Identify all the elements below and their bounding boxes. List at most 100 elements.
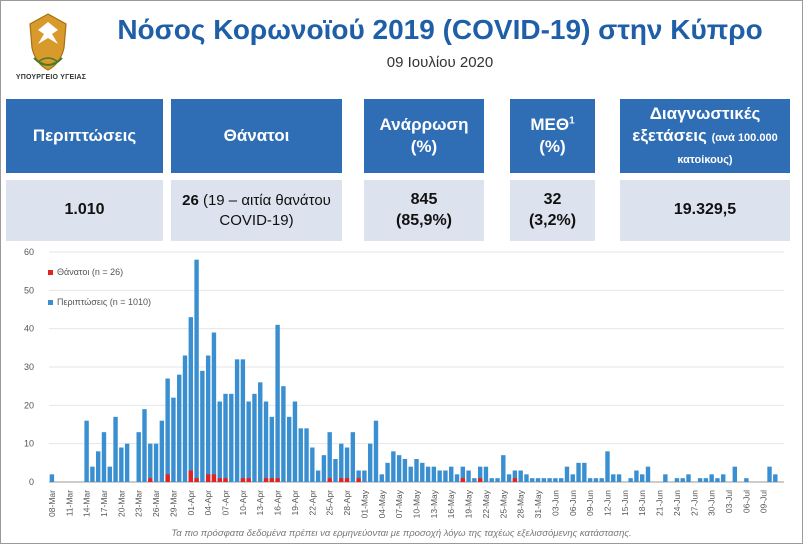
tests-value: 19.329,5 — [673, 201, 737, 219]
x-tick-label: 06-Jun — [568, 490, 578, 516]
case-bar — [674, 478, 680, 482]
case-bar — [466, 470, 471, 482]
case-bar — [95, 451, 101, 482]
case-bar — [420, 462, 425, 482]
x-tick-label: 16-Apr — [273, 490, 283, 516]
x-tick-label: 22-Apr — [307, 490, 317, 516]
legend-cases-swatch — [48, 300, 53, 305]
case-bar — [84, 420, 89, 482]
recovery-value-box: 845 (85,9%) — [364, 180, 484, 241]
x-tick-label: 03-Jun — [550, 490, 560, 516]
x-tick-label: 26-Mar — [151, 490, 161, 517]
death-bar — [205, 474, 211, 482]
chart-bars — [49, 259, 778, 482]
footnote: Τα πιο πρόσφατα δεδομένα πρέπει να ερμην… — [171, 528, 632, 539]
case-bar — [414, 459, 419, 482]
case-bar — [148, 443, 153, 482]
case-bar — [304, 428, 309, 482]
case-bar — [634, 470, 639, 482]
x-tick-label: 18-Jun — [637, 490, 647, 516]
case-bar — [697, 478, 703, 482]
death-bar — [246, 478, 251, 482]
chart-legend: Θάνατοι (n = 26) Περιπτώσεις (n = 1010) — [48, 267, 151, 307]
case-bar — [356, 470, 361, 482]
tests-label-small: (ανά 100.000 κατοίκους) — [677, 131, 778, 167]
case-bar — [344, 447, 350, 482]
case-bar — [49, 474, 55, 482]
x-tick-label: 11-Mar — [64, 490, 74, 516]
x-tick-label: 23-Mar — [134, 490, 144, 517]
x-tick-label: 07-May — [394, 489, 404, 518]
recovery-value-main: 845 — [410, 190, 438, 208]
chart-y-axis: 0 10 20 30 40 50 60 — [24, 247, 34, 487]
case-bar — [541, 478, 547, 482]
case-bar — [483, 466, 489, 482]
icu-value: 32 (3,2%) — [529, 190, 576, 232]
death-bar — [217, 478, 222, 482]
case-bar — [252, 393, 257, 482]
deaths-value-box: 26 (19 – αιτία θανάτου COVID-19) — [171, 180, 342, 241]
case-bar — [188, 317, 193, 482]
x-tick-label: 20-Mar — [116, 490, 126, 517]
x-tick-label: 07-Apr — [221, 490, 231, 516]
case-bar — [506, 474, 512, 482]
x-tick-label: 27-Jun — [689, 490, 699, 516]
death-bar — [148, 478, 153, 482]
x-tick-label: 12-Jun — [602, 490, 612, 516]
case-bar — [686, 474, 691, 482]
case-bar — [576, 462, 581, 482]
case-bar — [327, 432, 332, 482]
case-bar — [234, 359, 240, 482]
case-bar — [744, 478, 749, 482]
case-bar — [368, 443, 373, 482]
death-bar — [344, 478, 350, 482]
x-tick-label: 04-Apr — [203, 490, 213, 516]
case-bar — [582, 462, 587, 482]
case-bar — [472, 478, 477, 482]
case-bar — [286, 416, 292, 482]
y-tick-label: 60 — [24, 247, 34, 257]
death-bar — [460, 478, 465, 482]
case-bar — [310, 447, 315, 482]
case-bar — [547, 478, 552, 482]
case-bar — [431, 466, 437, 482]
recovery-value: 845 (85,9%) — [396, 190, 452, 232]
x-tick-label: 14-Mar — [82, 490, 92, 517]
case-bar — [732, 466, 738, 482]
case-bar — [587, 478, 593, 482]
cases-value: 1.010 — [64, 201, 105, 219]
x-tick-label: 31-May — [533, 489, 543, 518]
death-bar — [263, 478, 269, 482]
case-bar — [558, 478, 564, 482]
icu-footnote-marker: 1 — [569, 115, 575, 127]
case-bar — [333, 459, 338, 482]
case-bar — [194, 259, 199, 482]
tests-label-main: Διαγνωστικές εξετάσεις — [632, 103, 761, 145]
case-bar — [182, 355, 188, 482]
case-bar — [564, 466, 570, 482]
page-title: Νόσος Κορωνοϊού 2019 (COVID-19) στην Κύπ… — [117, 14, 763, 45]
case-bar — [715, 478, 720, 482]
icu-header: ΜΕΘ1 (%) — [510, 99, 595, 173]
case-bar — [263, 401, 269, 482]
x-tick-label: 01-May — [359, 489, 369, 518]
case-bar — [408, 466, 413, 482]
case-bar — [628, 478, 633, 482]
death-bar — [223, 478, 228, 482]
legend-cases-label: Περιπτώσεις (n = 1010) — [57, 297, 151, 307]
recovery-label: Ανάρρωση (%) — [379, 114, 469, 156]
death-bar — [356, 478, 361, 482]
case-bar — [315, 470, 321, 482]
case-bar — [292, 401, 298, 482]
deaths-header: Θάνατοι — [171, 99, 342, 173]
case-bar — [599, 478, 604, 482]
cyprus-coat-of-arms-logo — [29, 13, 67, 71]
icu-value-pct: (3,2%) — [528, 211, 577, 229]
x-tick-label: 16-May — [446, 489, 456, 518]
case-bar — [119, 447, 124, 482]
case-bar — [281, 386, 286, 482]
icu-label: ΜΕΘ1 (%) — [530, 114, 574, 158]
case-bar — [495, 478, 500, 482]
case-bar — [217, 401, 222, 482]
case-bar — [101, 432, 107, 482]
